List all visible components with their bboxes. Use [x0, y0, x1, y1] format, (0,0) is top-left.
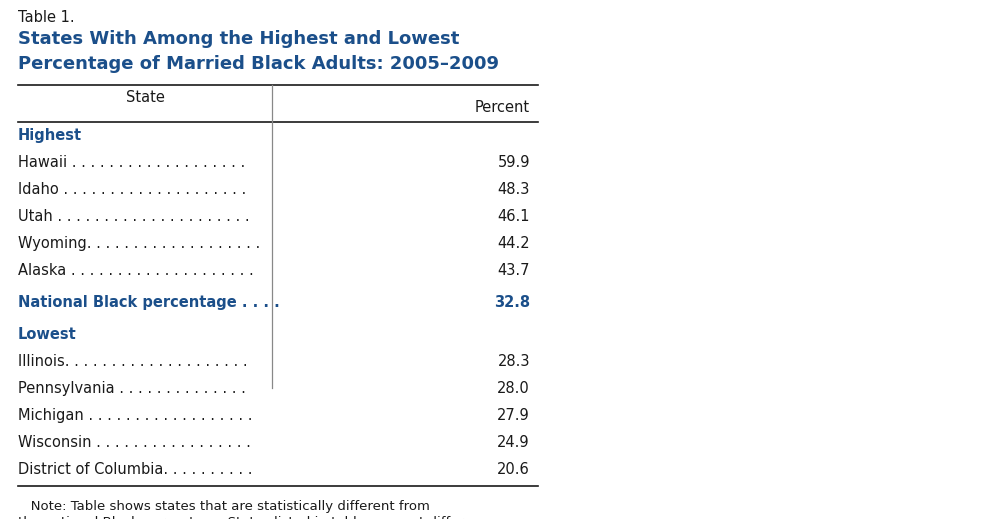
Text: the national Black percentage. States listed in table may not differ: the national Black percentage. States li…: [18, 516, 464, 519]
Text: Alaska . . . . . . . . . . . . . . . . . . . .: Alaska . . . . . . . . . . . . . . . . .…: [18, 263, 254, 278]
Text: 20.6: 20.6: [497, 462, 530, 477]
Text: Highest: Highest: [18, 128, 82, 143]
Text: State: State: [126, 90, 164, 105]
Text: 24.9: 24.9: [497, 435, 530, 450]
Text: Illinois. . . . . . . . . . . . . . . . . . . .: Illinois. . . . . . . . . . . . . . . . …: [18, 354, 248, 369]
Text: 43.7: 43.7: [498, 263, 530, 278]
Text: Table 1.: Table 1.: [18, 10, 75, 25]
Text: District of Columbia. . . . . . . . . .: District of Columbia. . . . . . . . . .: [18, 462, 252, 477]
Text: Wisconsin . . . . . . . . . . . . . . . . .: Wisconsin . . . . . . . . . . . . . . . …: [18, 435, 251, 450]
Text: Michigan . . . . . . . . . . . . . . . . . .: Michigan . . . . . . . . . . . . . . . .…: [18, 408, 252, 423]
Text: Idaho . . . . . . . . . . . . . . . . . . . .: Idaho . . . . . . . . . . . . . . . . . …: [18, 182, 246, 197]
Text: Percentage of Married Black Adults: 2005–2009: Percentage of Married Black Adults: 2005…: [18, 55, 499, 73]
Text: Percent: Percent: [475, 100, 530, 115]
Text: Lowest: Lowest: [18, 327, 77, 342]
Text: 28.0: 28.0: [497, 381, 530, 396]
Text: Hawaii . . . . . . . . . . . . . . . . . . .: Hawaii . . . . . . . . . . . . . . . . .…: [18, 155, 245, 170]
Text: 27.9: 27.9: [497, 408, 530, 423]
Text: States With Among the Highest and Lowest: States With Among the Highest and Lowest: [18, 30, 459, 48]
Text: 44.2: 44.2: [497, 236, 530, 251]
Text: 59.9: 59.9: [498, 155, 530, 170]
Text: Note: Table shows states that are statistically different from: Note: Table shows states that are statis…: [18, 500, 430, 513]
Text: 46.1: 46.1: [498, 209, 530, 224]
Text: Wyoming. . . . . . . . . . . . . . . . . . .: Wyoming. . . . . . . . . . . . . . . . .…: [18, 236, 260, 251]
Text: 48.3: 48.3: [498, 182, 530, 197]
Text: Pennsylvania . . . . . . . . . . . . . .: Pennsylvania . . . . . . . . . . . . . .: [18, 381, 246, 396]
Text: National Black percentage . . . .: National Black percentage . . . .: [18, 295, 280, 310]
Text: 32.8: 32.8: [494, 295, 530, 310]
Text: 28.3: 28.3: [498, 354, 530, 369]
Text: Utah . . . . . . . . . . . . . . . . . . . . .: Utah . . . . . . . . . . . . . . . . . .…: [18, 209, 250, 224]
